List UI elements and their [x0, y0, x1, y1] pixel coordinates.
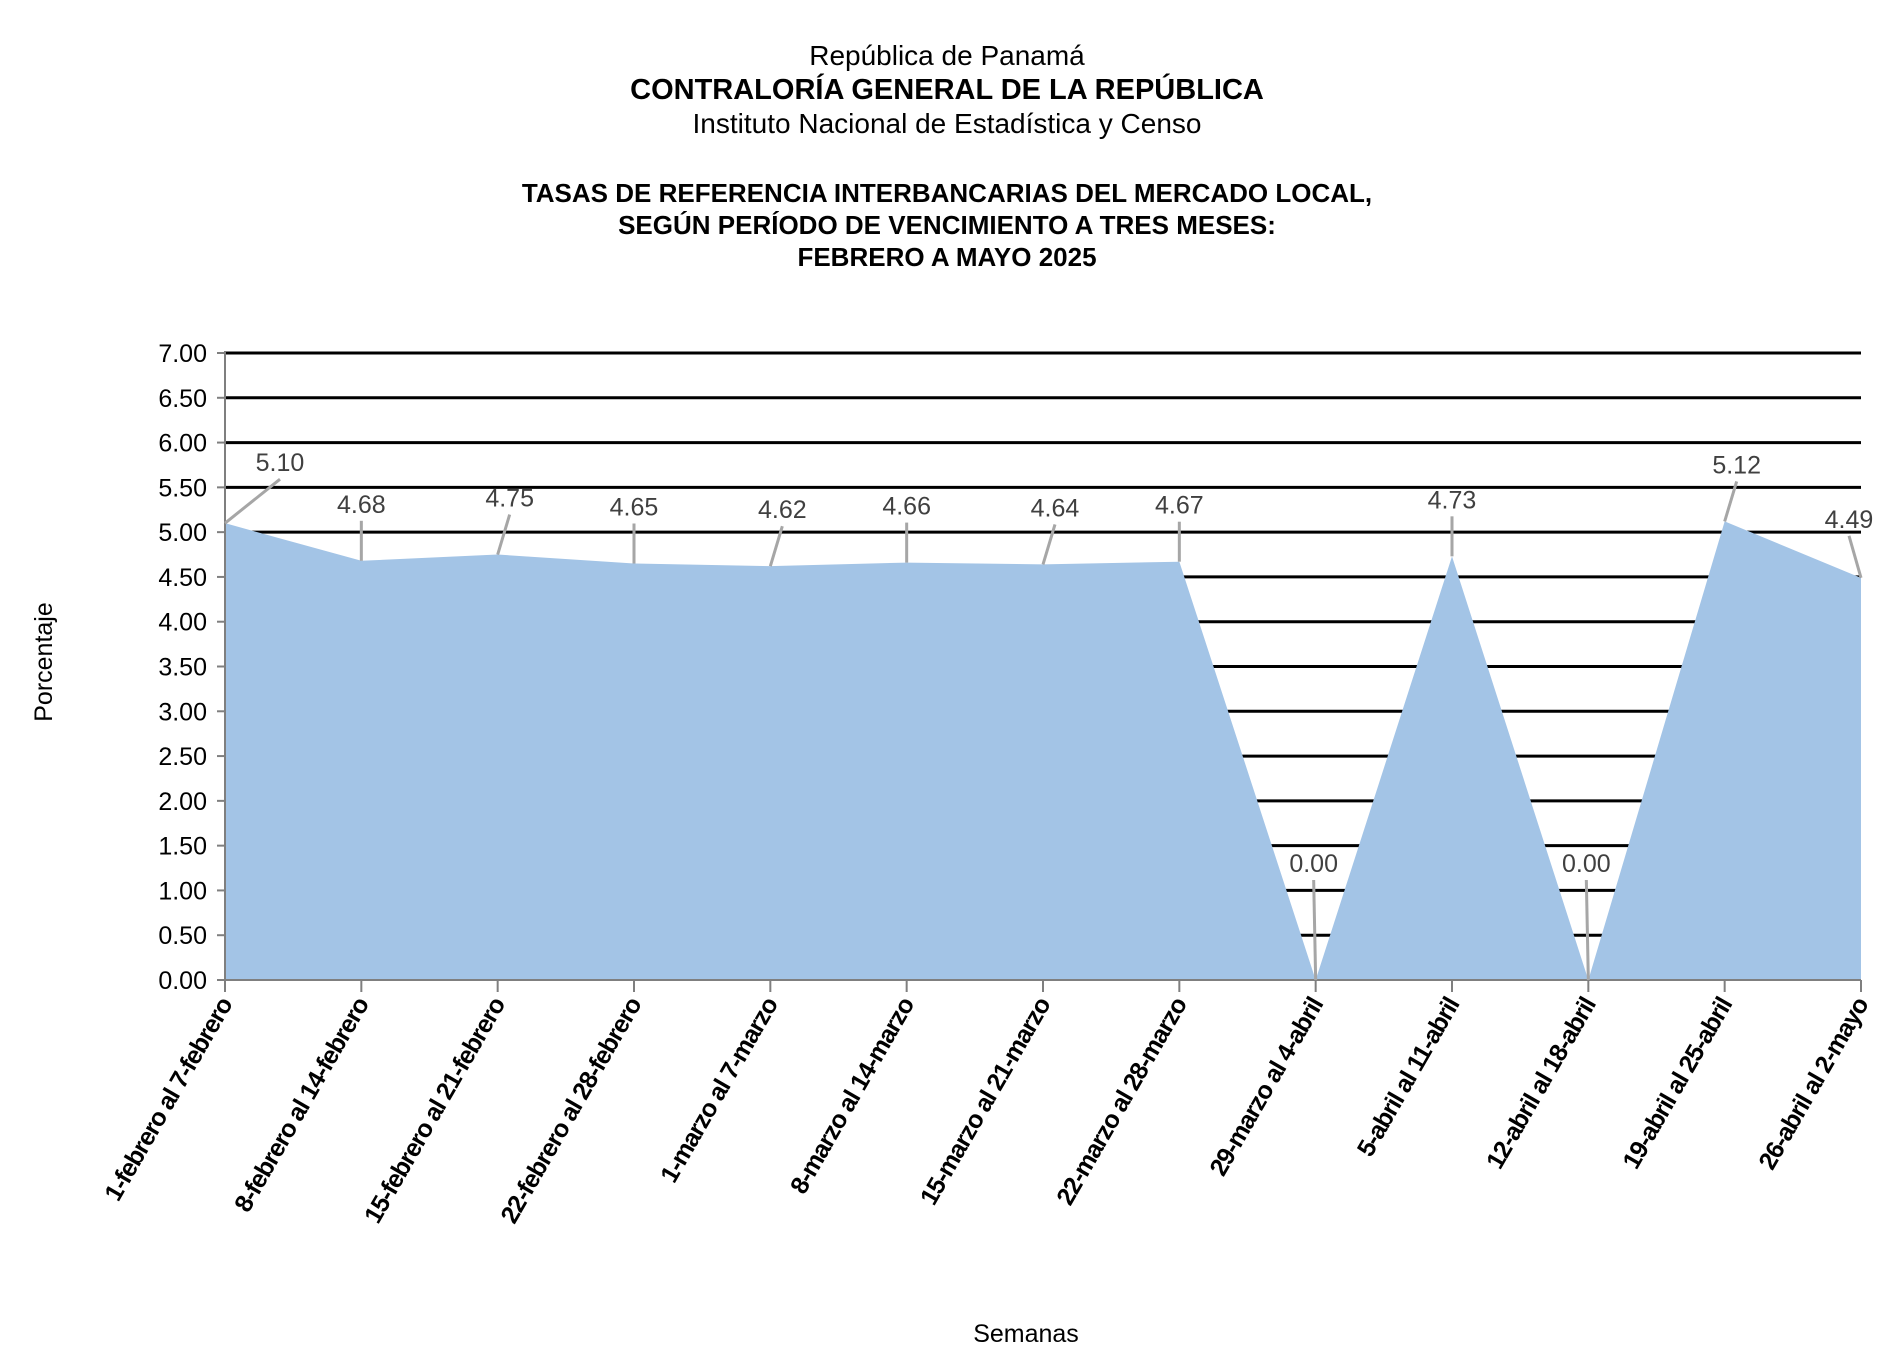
y-tick-label: 0.00	[158, 967, 207, 995]
data-label-leader	[224, 478, 281, 525]
data-label-leader	[1584, 879, 1590, 981]
data-label: 5.12	[1712, 451, 1761, 479]
data-label: 4.75	[485, 485, 534, 513]
chart-title-line-2: SEGÚN PERÍODO DE VENCIMIENTO A TRES MESE…	[618, 210, 1276, 240]
y-tick-label: 5.50	[158, 474, 207, 502]
data-label: 4.62	[758, 496, 807, 524]
x-tick-label: 29-marzo al 4-abril	[1204, 993, 1329, 1181]
y-tick-label: 1.50	[158, 833, 207, 861]
y-tick-label: 6.50	[158, 385, 207, 413]
x-tick-label: 8-marzo al 14-marzo	[785, 992, 920, 1198]
data-labels: 5.10 4.68 4.75 4.65 4.62 4.66 4.64 4.67 0.00 4.73…	[224, 449, 1874, 981]
y-tick-label: 3.50	[158, 654, 207, 682]
data-label-leader	[1847, 535, 1863, 579]
data-label: 4.49	[1825, 506, 1874, 534]
x-tick-label: 22-febrero al 28-febrero	[495, 992, 647, 1228]
x-tick-label: 8-febrero al 14-febrero	[229, 992, 375, 1217]
y-tick-labels: 0.00 0.50 1.00 1.50 2.00 2.50 3.00 3.50 4.00 4.50…	[158, 340, 207, 995]
x-tick-label: 22-marzo al 28-marzo	[1051, 992, 1193, 1210]
data-label: 4.67	[1155, 492, 1204, 520]
y-tick-label: 1.00	[158, 877, 207, 905]
data-label-leader	[768, 525, 784, 567]
x-tick-label: 15-marzo al 21-marzo	[915, 992, 1057, 1210]
data-label-leader	[1312, 879, 1318, 981]
data-label-leader	[496, 514, 512, 555]
data-label-leader	[1723, 480, 1739, 522]
x-tick-label: 12-abril al 18-abril	[1481, 993, 1602, 1174]
y-tick-label: 7.00	[158, 340, 207, 368]
y-tick-label: 6.00	[158, 430, 207, 458]
data-label: 4.65	[610, 493, 659, 521]
y-axis-label: Porcentaje	[30, 602, 58, 722]
data-label: 4.73	[1428, 486, 1477, 514]
chart-title-line-1: TASAS DE REFERENCIA INTERBANCARIAS DEL M…	[521, 178, 1373, 208]
x-tick-label: 19-abril al 25-abril	[1617, 993, 1738, 1174]
y-tick-label: 2.50	[158, 743, 207, 771]
data-label-leader	[1041, 523, 1057, 565]
x-tick-label: 1-febrero al 7-febrero	[99, 992, 238, 1205]
y-tick-label: 4.50	[158, 564, 207, 592]
data-label: 0.00	[1562, 850, 1611, 878]
y-tick-label: 2.00	[158, 788, 207, 816]
data-label: 5.10	[256, 449, 305, 477]
data-label: 0.00	[1289, 850, 1338, 878]
data-label: 4.68	[337, 491, 386, 519]
x-tick-label: 1-marzo al 7-marzo	[655, 992, 784, 1187]
x-tick-label: 26-abril al 2-mayo	[1753, 992, 1874, 1174]
data-label: 4.64	[1031, 494, 1080, 522]
x-axis-label: Semanas	[973, 1320, 1079, 1348]
area-series	[225, 521, 1861, 980]
x-tick-label: 15-febrero al 21-febrero	[359, 992, 511, 1228]
y-tick-label: 5.00	[158, 519, 207, 547]
y-tick-label: 0.50	[158, 922, 207, 950]
header-department: Instituto Nacional de Estadística y Cens…	[692, 108, 1202, 139]
x-tick-label: 5-abril al 11-abril	[1352, 993, 1465, 1161]
data-label: 4.66	[882, 493, 931, 521]
header-institution: CONTRALORÍA GENERAL DE LA REPÚBLICA	[630, 74, 1264, 106]
y-tick-label: 4.00	[158, 609, 207, 637]
header-country: República de Panamá	[809, 40, 1085, 71]
chart-title-line-3: FEBRERO A MAYO 2025	[797, 242, 1097, 272]
y-tick-label: 3.00	[158, 698, 207, 726]
